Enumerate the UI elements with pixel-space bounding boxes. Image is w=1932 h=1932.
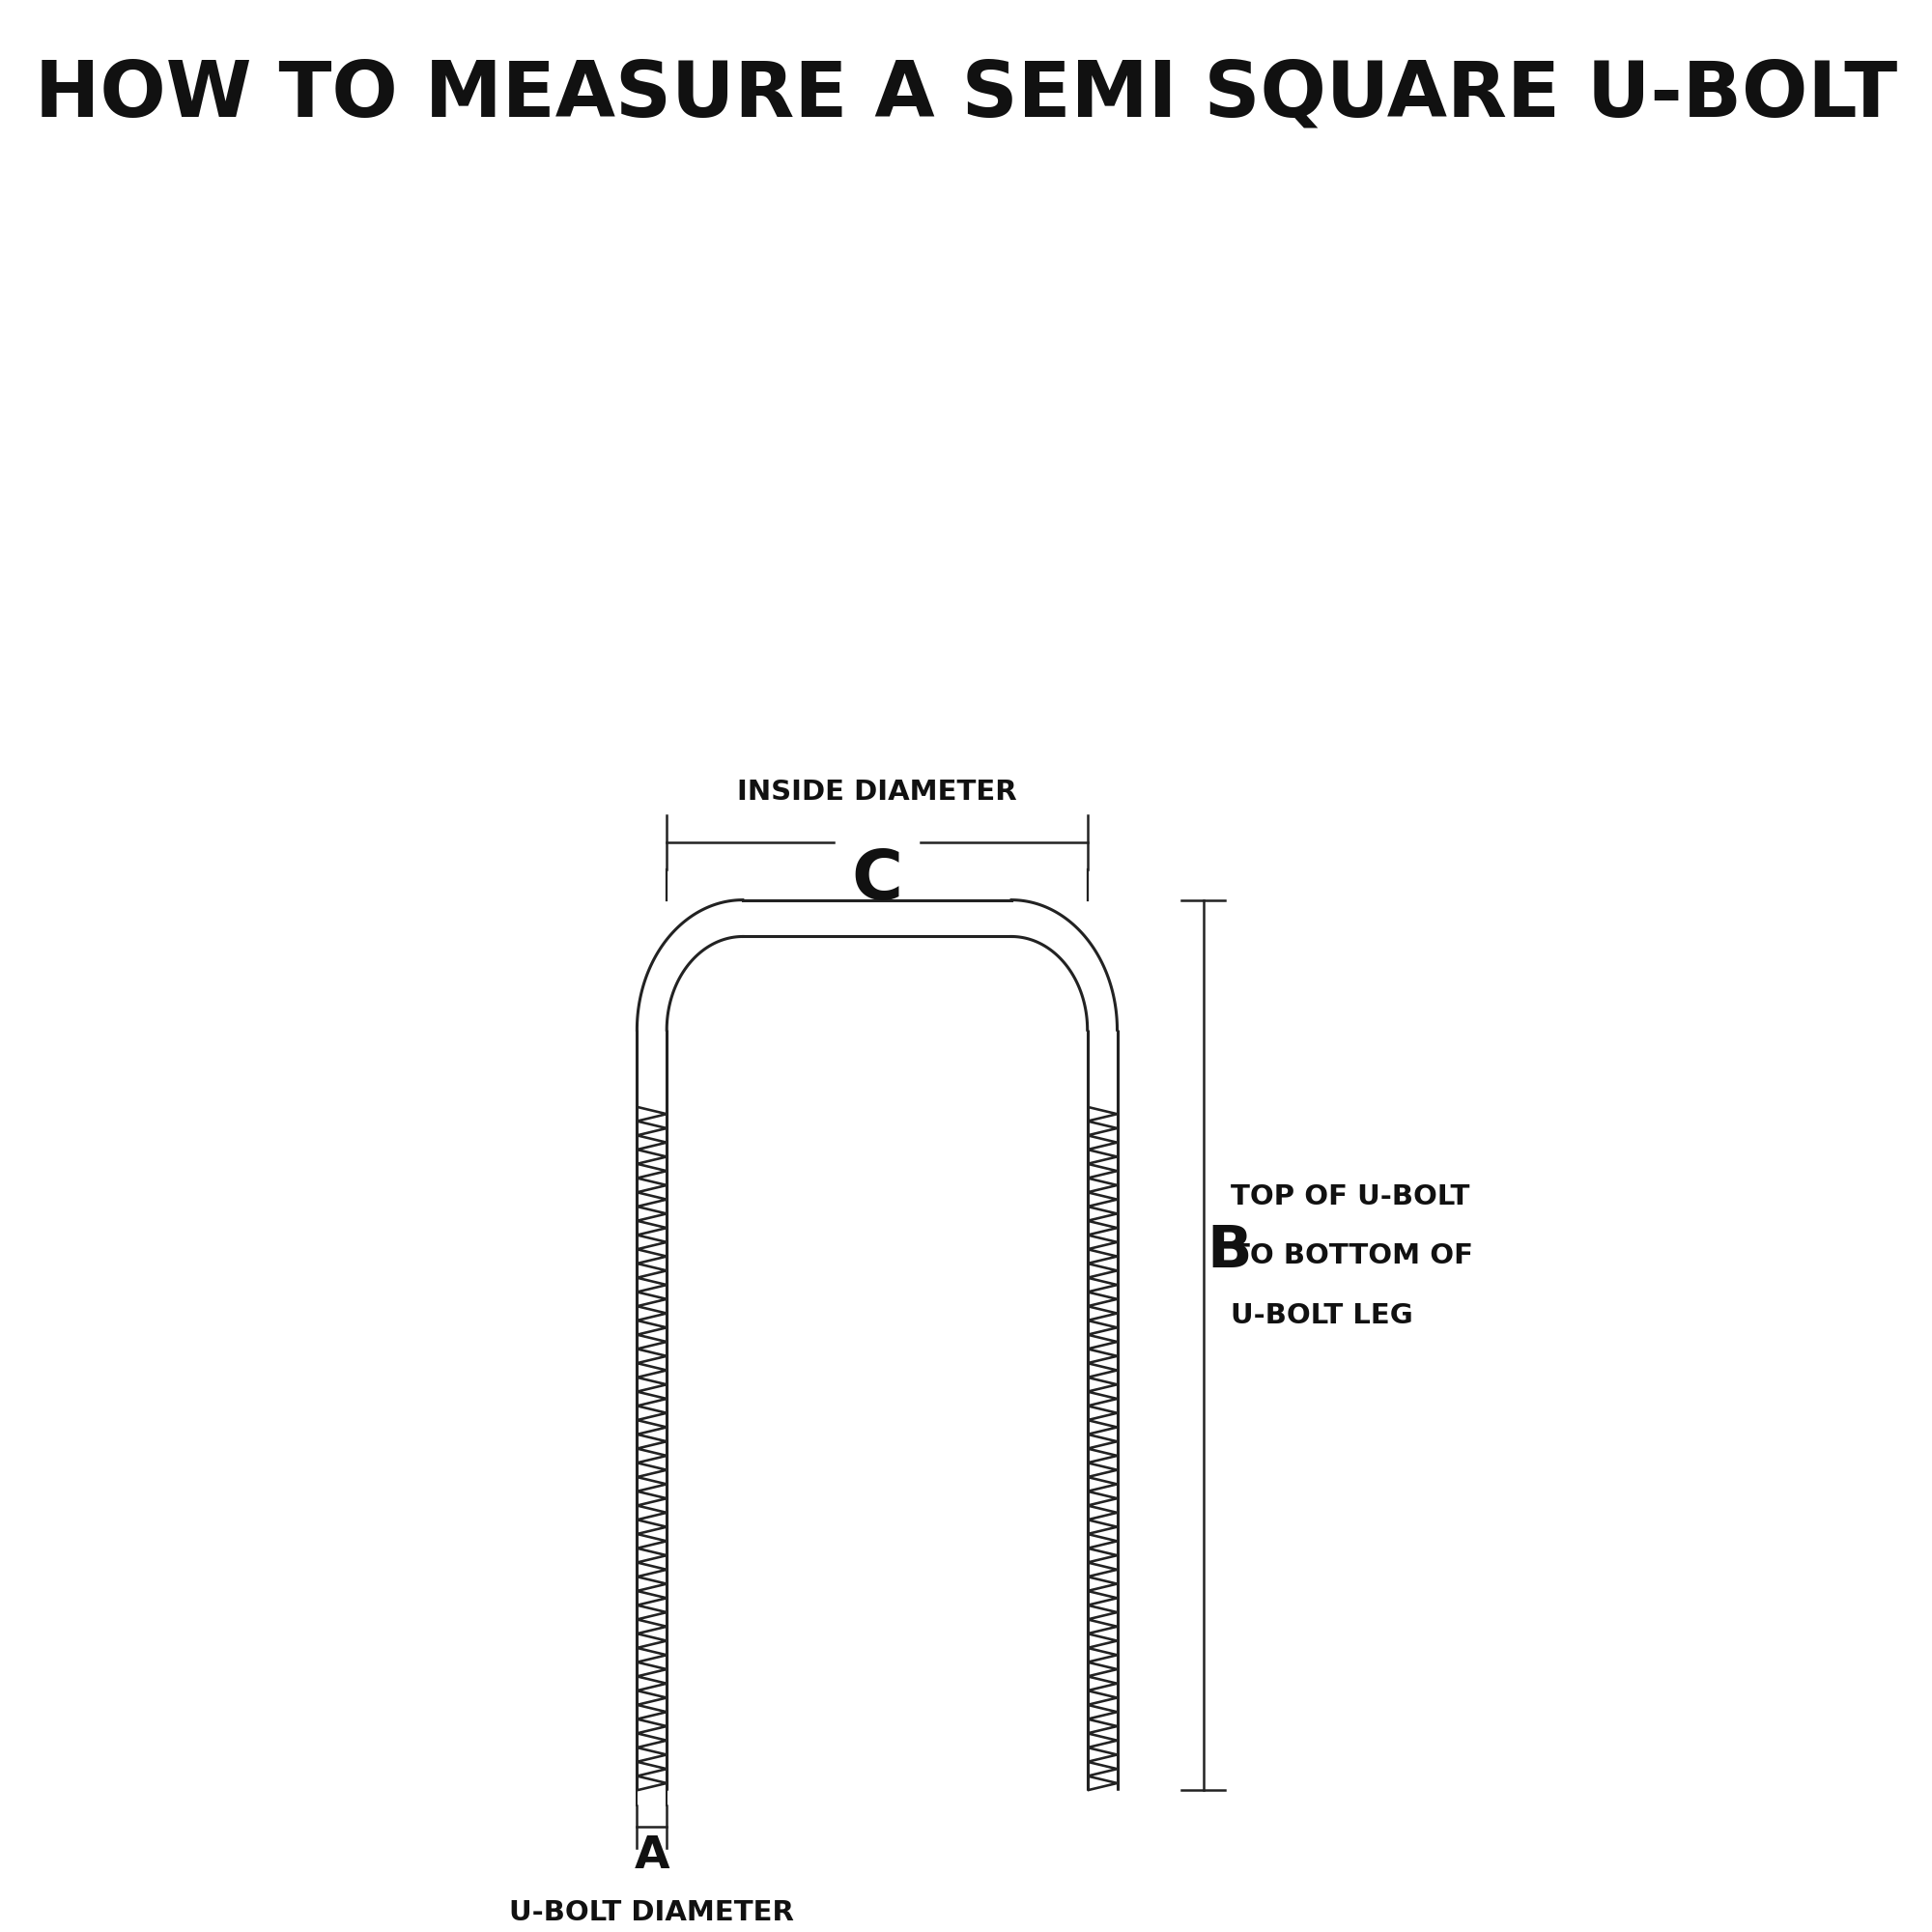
Text: INSIDE DIAMETER: INSIDE DIAMETER (738, 779, 1016, 806)
Text: U-BOLT DIAMETER: U-BOLT DIAMETER (510, 1899, 794, 1926)
Text: B: B (1208, 1223, 1252, 1279)
Text: TOP OF U-BOLT: TOP OF U-BOLT (1231, 1182, 1470, 1209)
Text: HOW TO MEASURE A SEMI SQUARE U-BOLT: HOW TO MEASURE A SEMI SQUARE U-BOLT (35, 58, 1897, 133)
Text: C: C (852, 846, 902, 914)
Text: U-BOLT LEG: U-BOLT LEG (1231, 1302, 1412, 1329)
Text: A: A (634, 1835, 670, 1878)
Text: TO BOTTOM OF: TO BOTTOM OF (1231, 1242, 1474, 1269)
